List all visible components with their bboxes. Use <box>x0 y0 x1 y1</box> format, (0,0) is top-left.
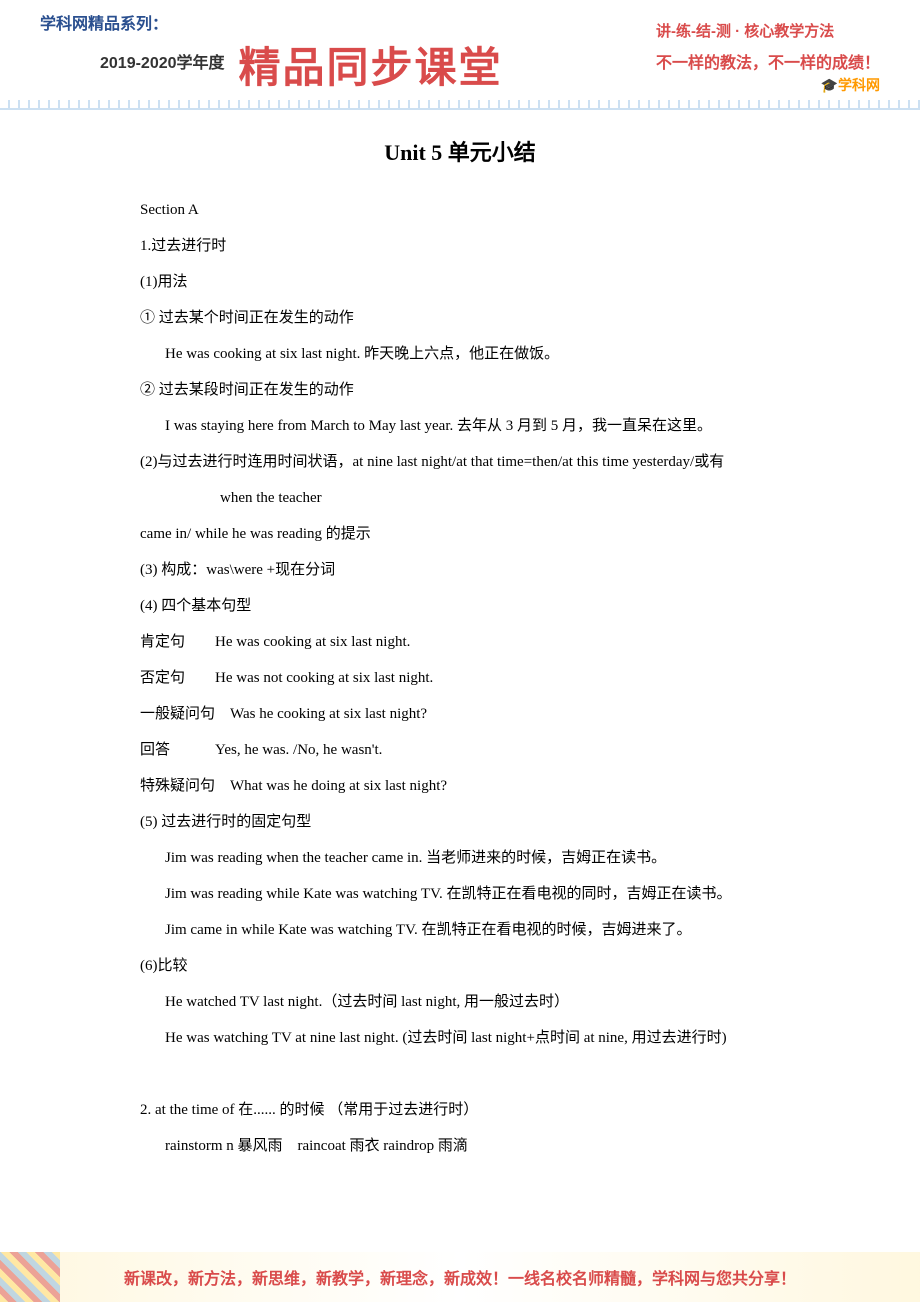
doc-line: 2. at the time of 在...... 的时候 （常用于过去进行时） <box>140 1092 780 1128</box>
doc-line: ① 过去某个时间正在发生的动作 <box>140 300 780 336</box>
doc-line: Section A <box>140 192 780 228</box>
doc-line: 否定句 He was not cooking at six last night… <box>140 660 780 696</box>
doc-line: (6)比较 <box>140 948 780 984</box>
doc-line: (4) 四个基本句型 <box>140 588 780 624</box>
doc-line: Jim was reading when the teacher came in… <box>140 840 780 876</box>
doc-line: (1)用法 <box>140 264 780 300</box>
doc-line: 特殊疑问句 What was he doing at six last nigh… <box>140 768 780 804</box>
document-body: Section A1.过去进行时(1)用法① 过去某个时间正在发生的动作He w… <box>140 192 780 1164</box>
doc-line: He watched TV last night.（过去时间 last nigh… <box>140 984 780 1020</box>
footer-text: 新课改，新方法，新思维，新教学，新理念，新成效！一线名校名师精髓，学科网与您共分… <box>124 1265 796 1289</box>
brand-logo: 🎓学科网 <box>821 75 880 95</box>
wave-divider <box>0 100 920 110</box>
year-label: 2019-2020学年度 <box>100 49 225 73</box>
doc-line: Jim was reading while Kate was watching … <box>140 876 780 912</box>
doc-line: ② 过去某段时间正在发生的动作 <box>140 372 780 408</box>
doc-line: 一般疑问句 Was he cooking at six last night? <box>140 696 780 732</box>
doc-line: came in/ while he was reading 的提示 <box>140 516 780 552</box>
doc-line <box>140 1056 780 1092</box>
doc-line: when the teacher <box>140 480 780 516</box>
footer-banner: 新课改，新方法，新思维，新教学，新理念，新成效！一线名校名师精髓，学科网与您共分… <box>0 1252 920 1302</box>
main-brush-title: 精品同步课堂 <box>239 34 503 95</box>
doc-line: 肯定句 He was cooking at six last night. <box>140 624 780 660</box>
doc-line: 回答 Yes, he was. /No, he wasn't. <box>140 732 780 768</box>
doc-line: (5) 过去进行时的固定句型 <box>140 804 780 840</box>
doc-line: 1.过去进行时 <box>140 228 780 264</box>
doc-line: I was staying here from March to May las… <box>140 408 780 444</box>
doc-line: He was watching TV at nine last night. (… <box>140 1020 780 1056</box>
header-banner: 学科网精品系列： 2019-2020学年度 精品同步课堂 讲-练-结-测 · 核… <box>0 0 920 100</box>
header-right-line2: 不一样的教法，不一样的成绩！ <box>656 49 880 73</box>
doc-line: He was cooking at six last night. 昨天晚上六点… <box>140 336 780 372</box>
doc-line: Jim came in while Kate was watching TV. … <box>140 912 780 948</box>
header-right-text: 讲-练-结-测 · 核心教学方法 不一样的教法，不一样的成绩！ <box>656 20 880 73</box>
footer-stripes-decoration <box>0 1252 60 1302</box>
doc-line: (3) 构成：was\were +现在分词 <box>140 552 780 588</box>
document-content: Unit 5 单元小结 Section A1.过去进行时(1)用法① 过去某个时… <box>0 110 920 1244</box>
doc-line: (2)与过去进行时连用时间状语，at nine last night/at th… <box>140 444 780 480</box>
doc-line: rainstorm n 暴风雨 raincoat 雨衣 raindrop 雨滴 <box>140 1128 780 1164</box>
document-title: Unit 5 单元小结 <box>140 135 780 167</box>
header-right-line1: 讲-练-结-测 · 核心教学方法 <box>656 20 880 41</box>
